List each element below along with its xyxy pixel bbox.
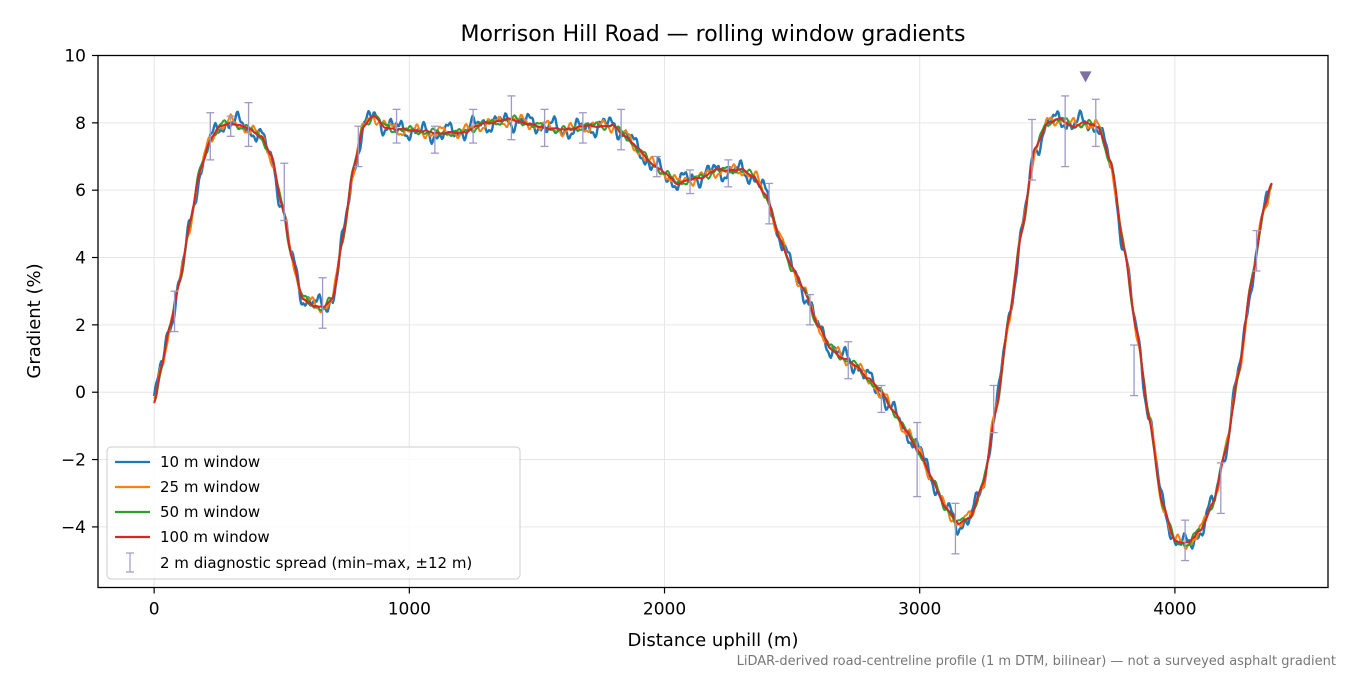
error-bar xyxy=(951,502,960,555)
error-bar xyxy=(913,421,922,498)
error-bar xyxy=(540,108,549,148)
error-bar xyxy=(392,108,401,144)
error-bar xyxy=(1091,98,1100,148)
error-bar xyxy=(354,125,363,168)
plot-area xyxy=(152,71,1273,562)
error-bar xyxy=(989,384,998,434)
legend: 10 m window 25 m window 50 m window 100 … xyxy=(106,446,521,580)
y-axis-title: Gradient (%) xyxy=(24,263,45,378)
footnote: LiDAR-derived road-centreline profile (1… xyxy=(737,654,1336,669)
y-tick-label: −4 xyxy=(61,518,86,538)
y-axis: −4 −2 0 2 4 6 8 10 xyxy=(61,47,98,538)
error-bar xyxy=(244,101,253,148)
error-bar xyxy=(469,108,478,144)
y-tick-label: 2 xyxy=(75,316,86,336)
x-tick-label: 4000 xyxy=(1153,600,1196,620)
error-bar xyxy=(226,115,235,137)
error-bar xyxy=(1130,344,1139,397)
y-tick-label: −2 xyxy=(61,451,86,471)
y-tick-label: 0 xyxy=(75,383,86,403)
error-bar xyxy=(170,290,179,333)
y-tick-label: 6 xyxy=(75,181,86,201)
error-bar xyxy=(617,108,626,151)
error-bar xyxy=(1216,462,1225,515)
x-tick-label: 2000 xyxy=(643,600,686,620)
legend-label-errorbar: 2 m diagnostic spread (min–max, ±12 m) xyxy=(160,554,472,572)
error-bar xyxy=(686,169,695,195)
x-axis-title: Distance uphill (m) xyxy=(628,630,799,651)
y-tick-label: 10 xyxy=(64,47,86,67)
legend-label-50m: 50 m window xyxy=(160,503,260,521)
legend-label-100m: 100 m window xyxy=(160,528,270,546)
error-bar xyxy=(206,112,215,161)
series-line-4 xyxy=(153,115,1273,545)
error-bar xyxy=(765,182,774,225)
error-bar xyxy=(430,125,439,154)
error-bar xyxy=(877,384,886,414)
error-bar xyxy=(280,162,289,222)
x-tick-label: 3000 xyxy=(898,600,941,620)
chart-title: Morrison Hill Road — rolling window grad… xyxy=(460,22,965,47)
peak-marker-icon xyxy=(1079,71,1092,83)
error-bar xyxy=(318,277,327,329)
error-bar xyxy=(578,112,587,144)
legend-label-10m: 10 m window xyxy=(160,453,260,471)
legend-swatch-errorbar xyxy=(126,552,134,573)
error-bar xyxy=(1181,519,1190,562)
error-bar xyxy=(652,155,661,178)
error-bar xyxy=(507,95,516,141)
error-bar xyxy=(805,293,814,326)
y-tick-label: 8 xyxy=(75,114,86,134)
x-tick-label: 1000 xyxy=(388,600,431,620)
x-axis: 0 1000 2000 3000 4000 xyxy=(149,587,1197,620)
error-bar xyxy=(1061,95,1070,168)
x-tick-label: 0 xyxy=(149,600,160,620)
error-bar xyxy=(1027,118,1036,181)
plot-frame xyxy=(97,54,1329,589)
legend-label-25m: 25 m window xyxy=(160,478,260,496)
error-bar xyxy=(1252,229,1261,272)
y-tick-label: 4 xyxy=(75,249,86,269)
error-bar xyxy=(724,159,733,188)
error-bar xyxy=(844,341,853,380)
legend-frame xyxy=(106,446,521,580)
